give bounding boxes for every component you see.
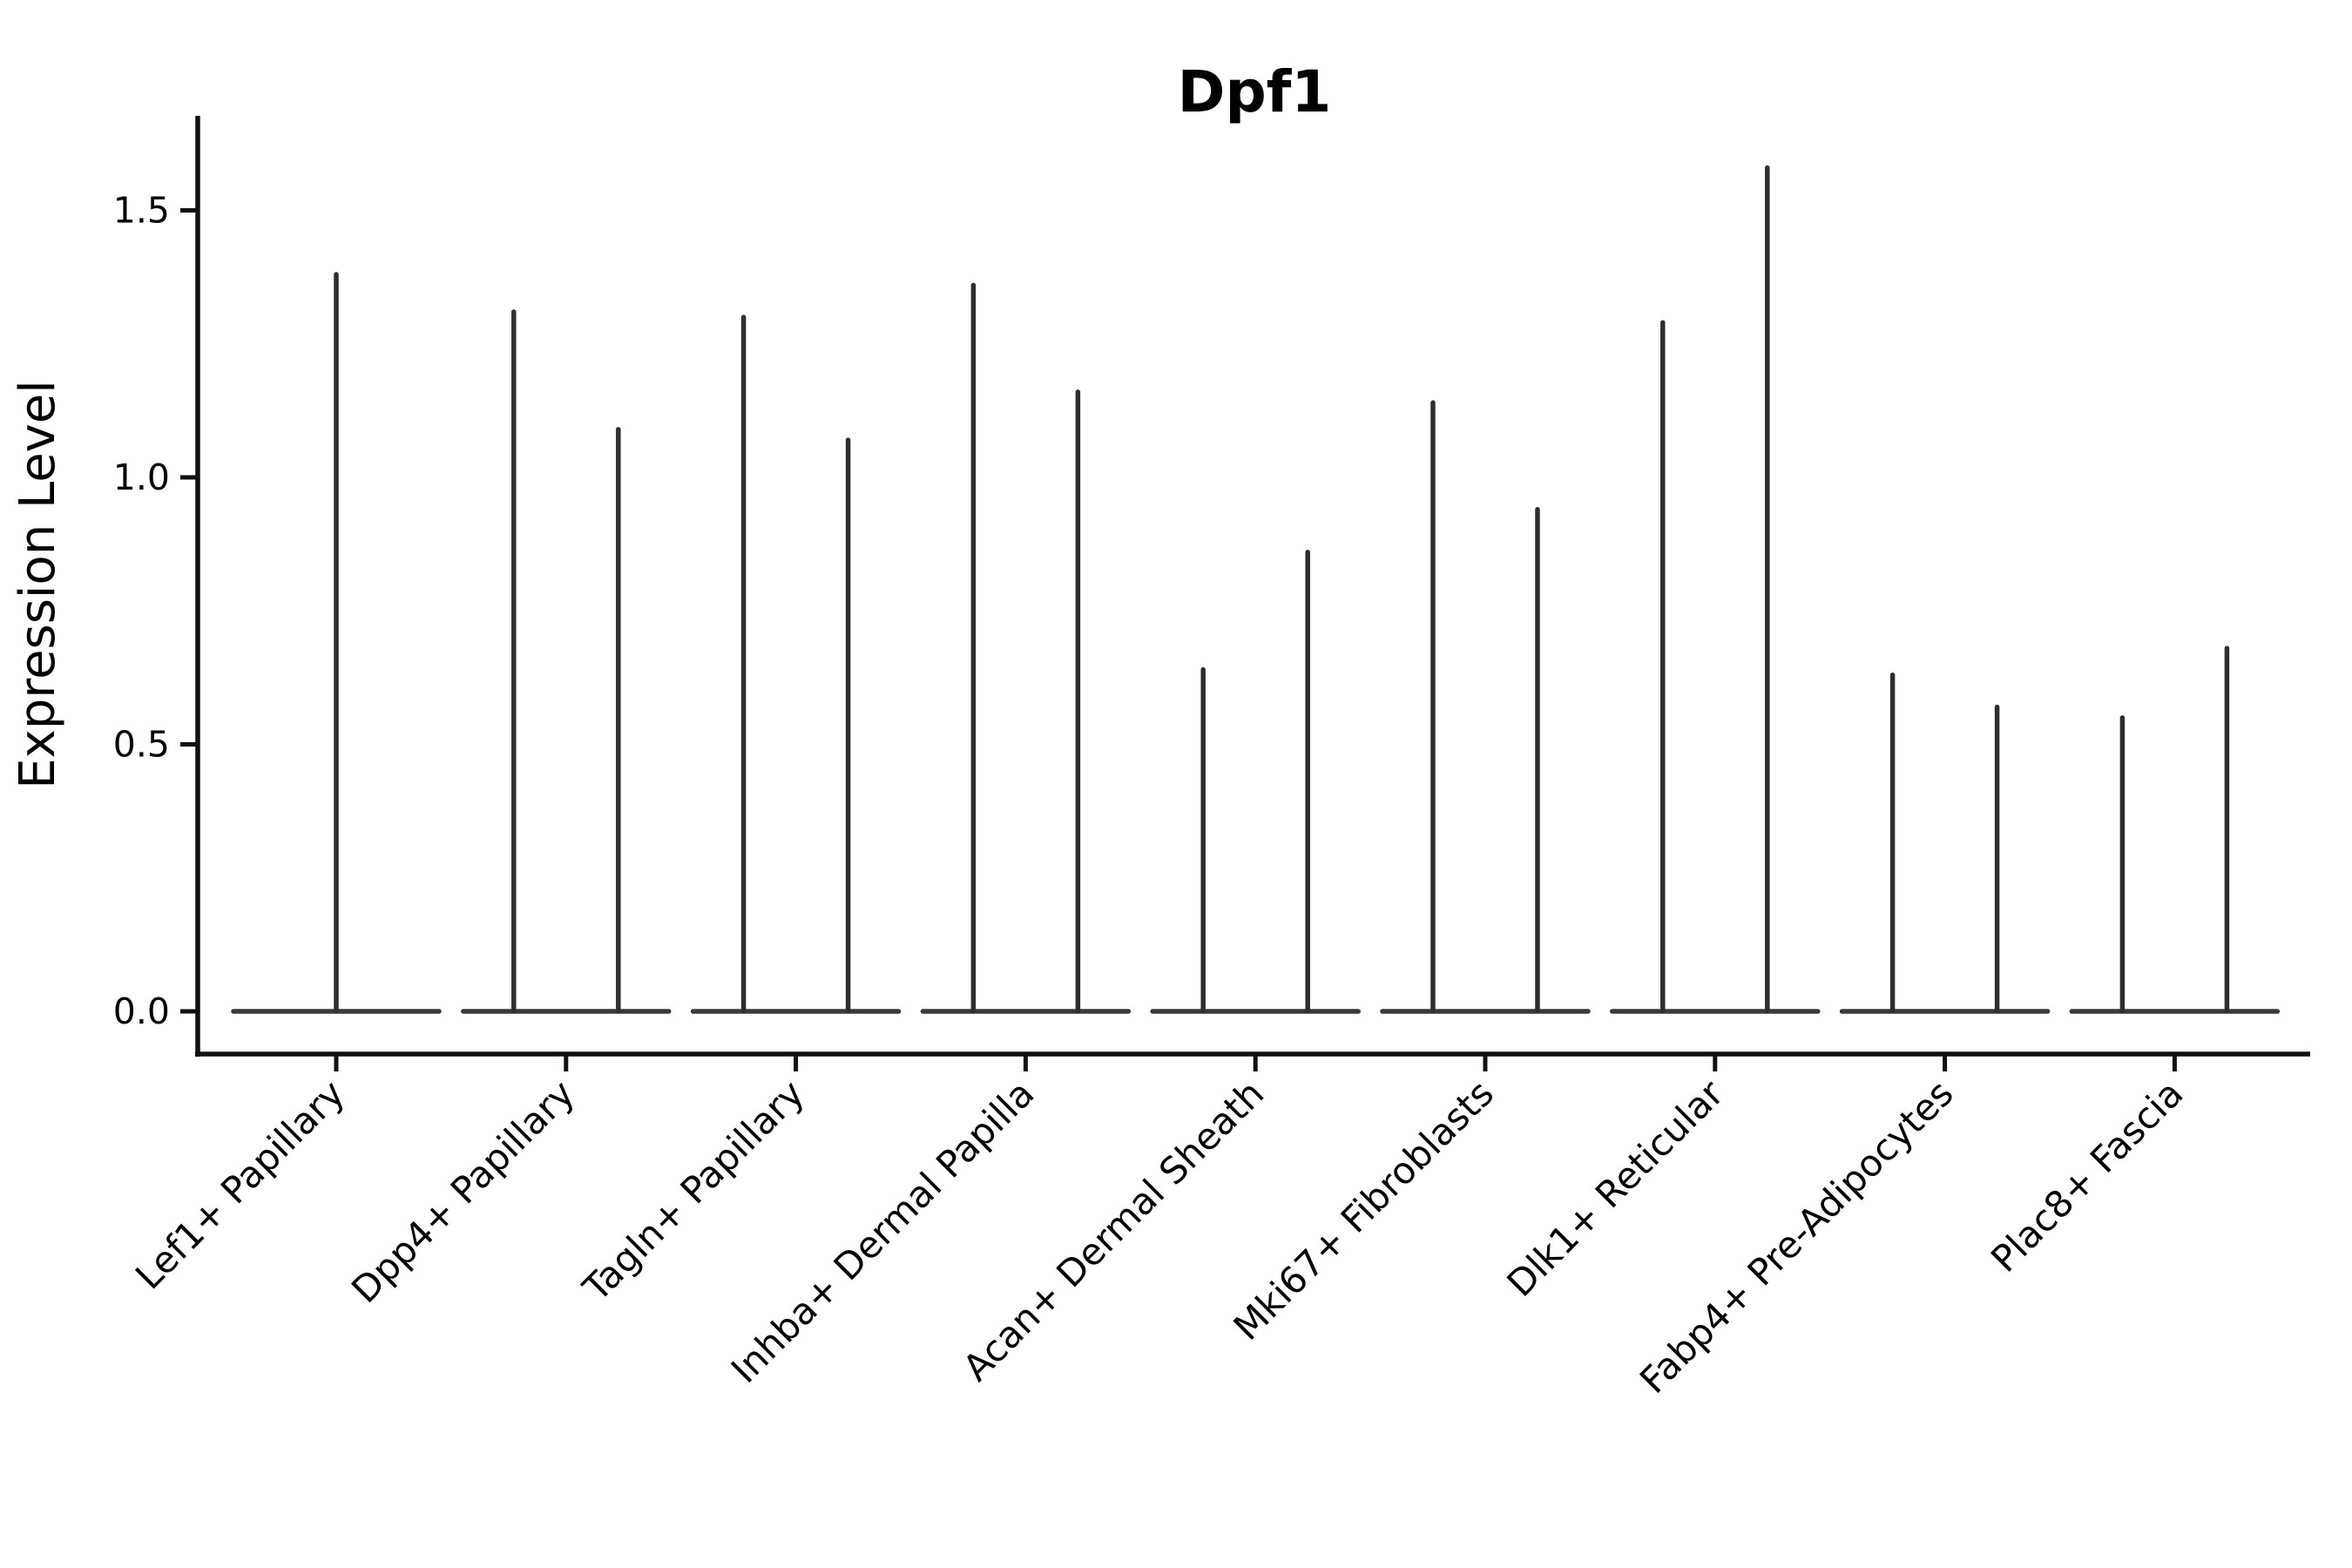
violin-category — [231, 272, 442, 1014]
violin-category — [1380, 400, 1591, 1014]
y-axis-ticks: 0.0 0.5 1.0 1.5 — [113, 190, 198, 1032]
chart-title: Dpf1 — [1178, 58, 1332, 125]
violin-category — [920, 282, 1132, 1014]
y-tick-label: 1.5 — [113, 190, 170, 232]
violin-category — [2069, 645, 2281, 1014]
violin-category — [461, 309, 672, 1014]
axes-spines — [195, 116, 2310, 1057]
violin-category — [1150, 550, 1361, 1014]
y-tick-label: 1.0 — [113, 456, 170, 498]
violin-category — [690, 314, 902, 1014]
violins-group — [231, 165, 2281, 1014]
violin-category — [1610, 165, 1821, 1014]
y-tick-label: 0.5 — [113, 724, 170, 766]
y-axis-label: Expression Level — [10, 380, 66, 789]
y-tick-label: 0.0 — [113, 990, 170, 1032]
violin-category — [1839, 672, 2051, 1014]
